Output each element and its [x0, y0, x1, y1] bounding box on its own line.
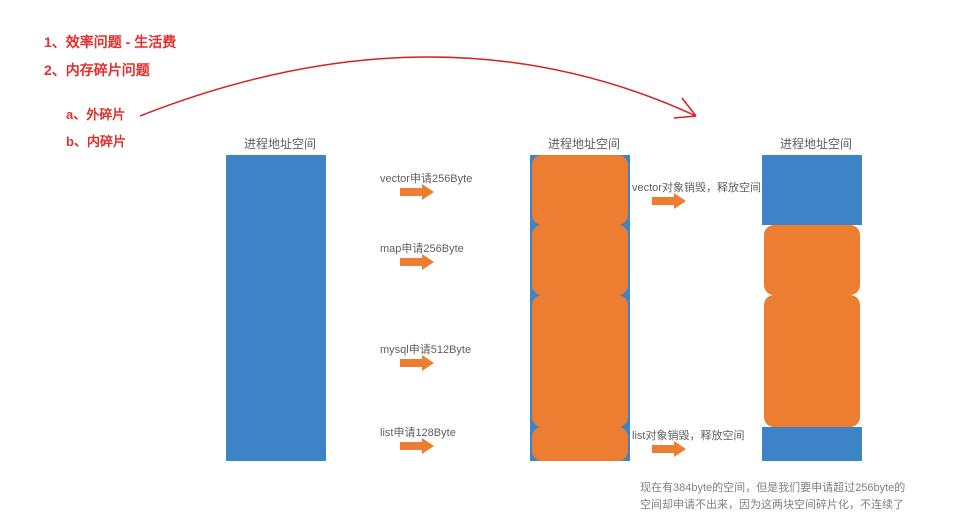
- caption: 现在有384byte的空间，但是我们要申请超过256byte的 空间却申请不出来…: [640, 480, 960, 513]
- arrow-icon: [400, 442, 422, 450]
- col2-block-2: [532, 295, 628, 427]
- col3-title: 进程地址空间: [780, 135, 852, 152]
- col2-block-0: [532, 155, 628, 225]
- sub-notes-block: a、外碎片 b、内碎片: [66, 104, 126, 158]
- arrow-icon: [400, 258, 422, 266]
- arrow-icon: [400, 359, 422, 367]
- col3-free-0: [762, 155, 862, 225]
- note-2: 2、内存碎片问题: [44, 60, 176, 80]
- col3-free-1: [762, 427, 862, 461]
- col1-title: 进程地址空间: [244, 135, 316, 152]
- column-3: [762, 155, 862, 461]
- notes-block: 1、效率问题 - 生活费 2、内存碎片问题: [44, 32, 176, 88]
- arrow-icon: [652, 445, 674, 453]
- col3-label-0: vector对象销毁，释放空间: [632, 179, 761, 195]
- note-sub-a: a、外碎片: [66, 104, 126, 123]
- col1-rect: [226, 155, 326, 461]
- col3-used-1: [764, 295, 860, 427]
- arrow-head-icon: [422, 254, 434, 270]
- column-2: [530, 155, 630, 461]
- arrow-head-icon: [674, 193, 686, 209]
- col2-block-1: [532, 225, 628, 295]
- curved-arrow: [140, 38, 780, 158]
- col3-label-1: list对象销毁，释放空间: [632, 427, 744, 443]
- col3-used-0: [764, 225, 860, 295]
- arrow-head-icon: [674, 441, 686, 457]
- caption-line1: 现在有384byte的空间，但是我们要申请超过256byte的: [640, 480, 960, 497]
- arrow-head-icon: [422, 184, 434, 200]
- col2-block-3: [532, 427, 628, 461]
- note-sub-b: b、内碎片: [66, 131, 126, 150]
- arrow-icon: [400, 188, 422, 196]
- note-1: 1、效率问题 - 生活费: [44, 32, 176, 52]
- arrow-head-icon: [422, 355, 434, 371]
- col2-title: 进程地址空间: [548, 135, 620, 152]
- column-1: [226, 155, 326, 461]
- arrow-icon: [652, 197, 674, 205]
- caption-line2: 空间却申请不出来，因为这两块空间碎片化，不连续了: [640, 497, 960, 514]
- arrow-head-icon: [422, 438, 434, 454]
- col2-label-3: list申请128Byte: [380, 424, 456, 440]
